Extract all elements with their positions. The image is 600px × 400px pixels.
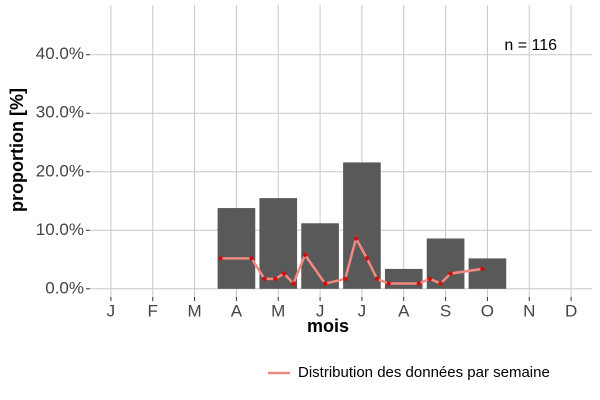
x-tick-label: A: [231, 301, 243, 320]
x-tick-label: S: [440, 301, 451, 320]
point: [353, 236, 359, 241]
point: [386, 281, 391, 286]
bar: [259, 198, 298, 289]
legend-label: Distribution des données par semaine: [298, 364, 550, 381]
point: [374, 276, 380, 282]
bar: [468, 258, 507, 289]
y-tick-label: 40.0%: [36, 44, 84, 63]
x-tick-label: J: [107, 301, 116, 320]
x-tick-label: O: [481, 301, 494, 320]
point: [302, 252, 308, 258]
x-tick-label: A: [398, 301, 410, 320]
point: [448, 271, 453, 276]
point: [249, 256, 254, 261]
point: [480, 266, 485, 272]
point: [364, 256, 370, 261]
x-tick-label: M: [187, 301, 201, 320]
bar: [217, 208, 256, 289]
annotation: n = 116: [504, 37, 557, 54]
y-tick-label: 10.0%: [36, 220, 84, 239]
point: [273, 276, 278, 282]
bar: [384, 268, 423, 289]
x-tick-label: D: [565, 301, 577, 320]
x-tick-label: J: [316, 301, 325, 320]
x-tick-label: N: [523, 301, 535, 320]
x-tick-label: J: [358, 301, 367, 320]
point: [427, 276, 432, 282]
x-axis-title: mois: [307, 316, 349, 336]
point: [322, 281, 328, 286]
point: [262, 276, 267, 282]
point: [281, 271, 287, 276]
point: [416, 281, 422, 286]
y-tick-label: 20.0%: [36, 161, 84, 180]
point: [291, 281, 296, 286]
point: [438, 281, 443, 286]
y-axis-title: proportion [%]: [7, 88, 27, 212]
y-tick-label: 0.0%: [45, 278, 84, 297]
point: [218, 256, 223, 261]
y-tick-label: 30.0%: [36, 103, 84, 122]
x-tick-label: F: [148, 301, 158, 320]
x-tick-label: M: [271, 301, 285, 320]
point: [342, 276, 348, 282]
